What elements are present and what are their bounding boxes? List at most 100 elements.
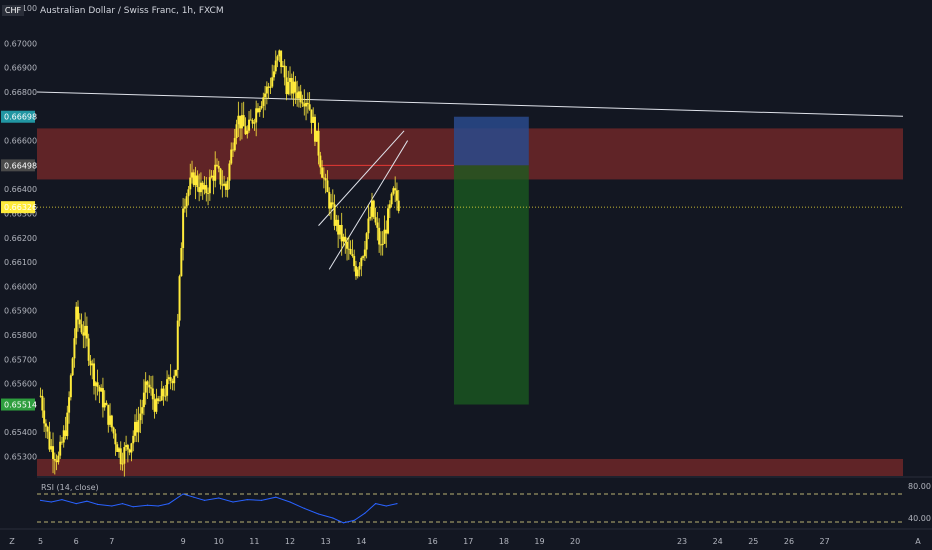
candle-body [262,97,265,106]
candle-body [346,241,349,249]
time-axis-label: 19 [534,537,544,546]
candle-body [344,236,347,242]
price-axis-label: 0.65800 [4,331,37,340]
candle-body [48,431,51,450]
candle-body [130,443,133,453]
candle-body [191,172,194,178]
candle-body [260,105,263,109]
candle-body [157,398,160,402]
candle-body [199,182,202,193]
candle-body [292,81,295,94]
candle-body [93,363,96,386]
price-axis-label: 0.66200 [4,234,37,243]
rsi-point [353,519,355,522]
time-axis-label: 14 [356,537,366,546]
candle-body [76,306,79,320]
position-stop-area[interactable] [453,116,529,166]
candle-body [321,167,324,178]
candle-body [68,397,71,413]
rsi-point [61,499,63,501]
candle-body [253,122,256,124]
rsi-axis-label: 80.00 [908,482,931,491]
candle-body [87,338,90,361]
price-tag [1,159,35,172]
candle-body [158,400,161,402]
candle-body [269,86,272,88]
candle-body [141,407,144,414]
candle-body [55,460,58,463]
candle-body [180,248,183,277]
candle-body [41,395,44,411]
candle-body [44,423,47,427]
candle-body [278,50,281,57]
candle-body [385,229,388,234]
candle-body [119,448,122,465]
rsi-point [203,499,206,501]
price-tag-label: 0.65514 [4,401,37,410]
candle-body [378,227,381,245]
candle-body [256,108,259,113]
candle-body [151,388,154,400]
candle-body [215,164,218,166]
candle-body [223,183,226,186]
candle-body [394,188,397,191]
candle-body [244,126,247,135]
rsi-point [342,522,345,524]
zone-support[interactable] [37,458,903,476]
candle-body [274,60,277,72]
candle-body [349,248,352,255]
candle-body [171,380,174,384]
candle-body [362,256,365,258]
candle-body [96,382,99,387]
rsi-axis-label: 40.00 [908,514,931,523]
rsi-point [111,505,113,507]
candle-body [233,138,236,151]
candle-body [189,177,192,190]
candle-body [64,430,67,437]
candle-body [185,196,188,207]
candle-body [240,115,243,129]
candle-body [80,324,83,333]
candle-body [306,102,309,105]
candle-body [135,421,138,433]
rsi-point [182,493,184,495]
time-axis-label: 27 [820,537,830,546]
candle-body [310,109,313,123]
axis-scale-toggle-z: Z [9,537,15,546]
candle-body [281,65,284,67]
candle-body [379,244,382,246]
candle-body [338,224,341,235]
candle-body [162,388,165,397]
candle-body [246,130,249,135]
rsi-point [289,501,291,503]
candle-body [272,71,275,78]
candle-body [82,332,85,336]
candle-body [123,447,126,464]
candle-body [285,77,288,95]
trendline[interactable] [36,91,904,117]
rsi-point [86,500,88,502]
candle-body [114,433,117,445]
rsi-point [232,501,234,503]
rsi-point [396,503,398,505]
candle-body [319,155,322,168]
rsi-point [193,496,195,498]
rsi-point [96,503,99,505]
candle-body [299,91,302,103]
candle-body [196,175,199,188]
candle-body [103,402,106,408]
candle-body [360,257,363,267]
trendline[interactable] [318,130,405,226]
price-tag [1,110,35,123]
time-axis-label: 26 [784,537,794,546]
candle-body [328,192,331,209]
candle-body [59,441,62,456]
candle-body [116,444,119,452]
candle-body [98,386,101,392]
candle-body [333,204,336,226]
price-axis-label: 0.65700 [4,355,37,364]
candle-body [287,81,290,95]
candle-body [205,185,208,194]
position-target-area[interactable] [453,165,529,405]
